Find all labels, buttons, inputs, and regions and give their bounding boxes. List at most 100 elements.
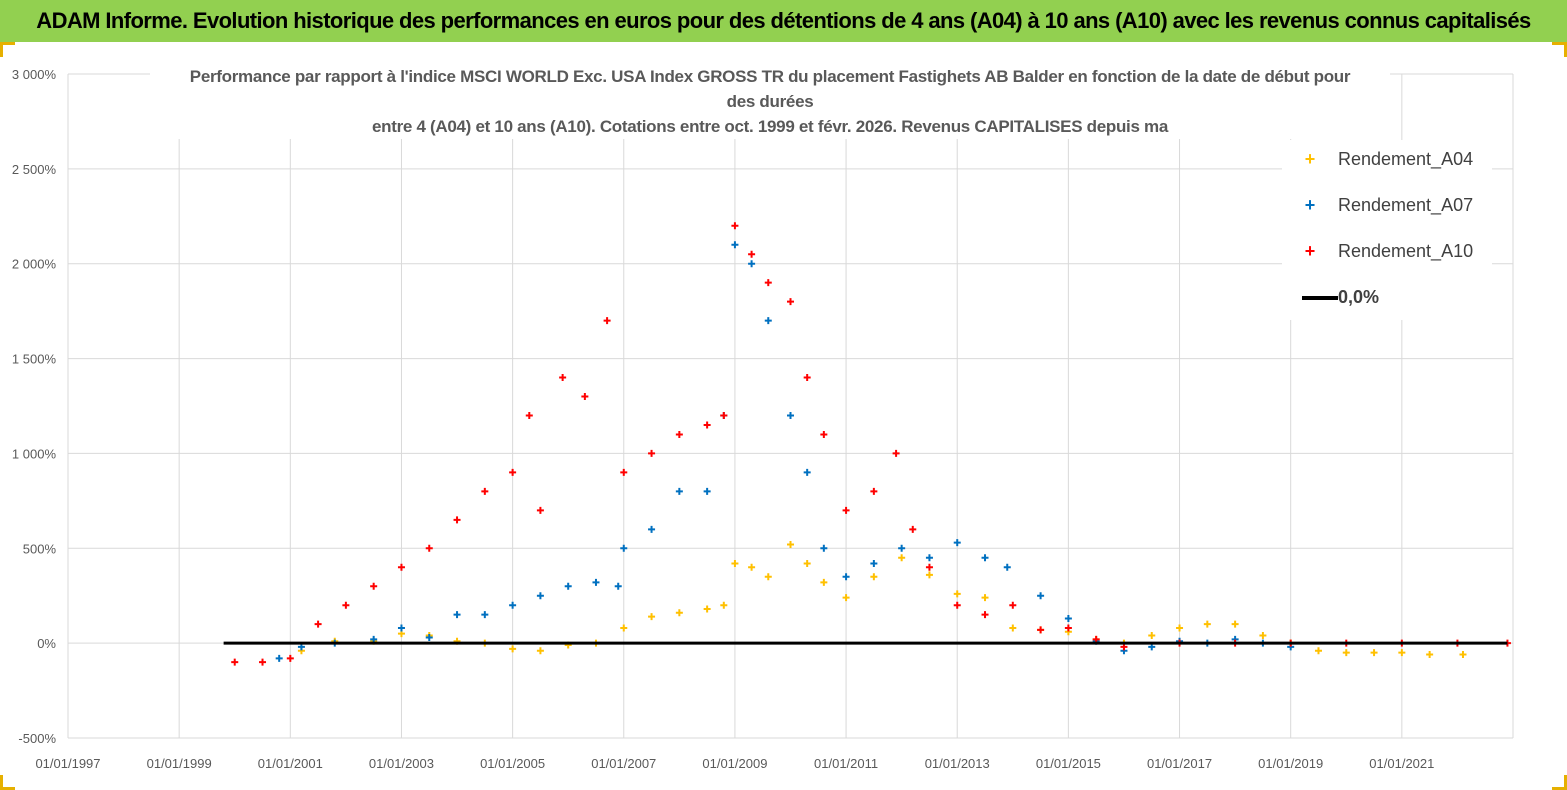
legend-item-a10: + Rendement_A10 [1282, 236, 1473, 266]
corner-marker [0, 42, 15, 57]
x-tick-label: 01/01/2021 [1369, 756, 1434, 771]
x-tick-label: 01/01/2009 [702, 756, 767, 771]
legend-label-a10: Rendement_A10 [1338, 241, 1474, 261]
a04-point [1203, 620, 1211, 628]
a07-point [614, 582, 622, 590]
a04-point [1459, 651, 1467, 659]
legend-line-zero [1302, 296, 1338, 301]
a07-point [453, 611, 461, 619]
legend-marker-a07: + [1304, 195, 1316, 215]
a07-point [1037, 592, 1045, 600]
a07-point [981, 554, 989, 562]
a07-point [803, 468, 811, 476]
legend-label-a04: Rendement_A04 [1338, 149, 1474, 169]
a07-point [870, 559, 878, 567]
a07-point [703, 487, 711, 495]
chart-title-line-3: entre 4 (A04) et 10 ans (A10). Cotations… [371, 117, 1169, 136]
y-tick-label: 1 500% [12, 352, 57, 367]
chart-title: Performance par rapport à l'indice MSCI … [150, 64, 1390, 139]
a07-point [648, 525, 656, 533]
a04-point [1398, 649, 1406, 657]
x-tick-label: 01/01/2015 [1036, 756, 1101, 771]
a07-point [764, 317, 772, 325]
a04-point [1342, 649, 1350, 657]
a10-point [509, 468, 517, 476]
x-tick-label: 01/01/2017 [1147, 756, 1212, 771]
a07-point [675, 487, 683, 495]
a10-point [675, 430, 683, 438]
a04-point [536, 647, 544, 655]
a04-point [1009, 624, 1017, 632]
a10-point [620, 468, 628, 476]
series-a07 [275, 241, 1295, 662]
a04-point [1370, 649, 1378, 657]
x-tick-label: 01/01/2019 [1258, 756, 1323, 771]
a07-point [925, 554, 933, 562]
a04-point [1176, 624, 1184, 632]
legend-marker-a04: + [1304, 149, 1316, 169]
a10-point [842, 506, 850, 514]
a07-point [425, 633, 433, 641]
a07-point [275, 654, 283, 662]
a10-point [764, 279, 772, 287]
page-title: ADAM Informe. Evolution historique des p… [36, 8, 1531, 33]
a10-point [425, 544, 433, 552]
a10-point [803, 374, 811, 382]
a10-point [603, 317, 611, 325]
a10-point [731, 222, 739, 230]
corner-marker [0, 775, 15, 790]
a10-point [525, 411, 533, 419]
a07-point [564, 582, 572, 590]
a04-point [1231, 620, 1239, 628]
a10-point [397, 563, 405, 571]
a10-point [820, 430, 828, 438]
legend-item-zero: 0,0% [1282, 282, 1379, 312]
a10-point [953, 601, 961, 609]
a10-point [342, 601, 350, 609]
y-tick-label: 2 500% [12, 162, 57, 177]
a07-point [731, 241, 739, 249]
a10-point [981, 611, 989, 619]
chart-title-line-2: des durées [726, 92, 814, 111]
a10-point [748, 250, 756, 258]
legend-label-zero: 0,0% [1338, 287, 1380, 307]
a07-point [397, 624, 405, 632]
a07-point [620, 544, 628, 552]
y-tick-label: 3 000% [12, 67, 57, 82]
a10-point [870, 487, 878, 495]
corner-marker [1552, 775, 1567, 790]
x-tick-label: 01/01/1997 [35, 756, 100, 771]
a10-point [231, 658, 239, 666]
legend-item-a07: + Rendement_A07 [1282, 190, 1473, 220]
x-tick-label: 01/01/2007 [591, 756, 656, 771]
a04-point [1259, 632, 1267, 640]
a10-point [259, 658, 267, 666]
x-tick-label: 01/01/2005 [480, 756, 545, 771]
chart-legend: + Rendement_A04 + Rendement_A07 + Rendement… [1282, 140, 1492, 320]
y-tick-label: -500% [18, 731, 56, 746]
a04-point [720, 601, 728, 609]
a10-point [909, 525, 917, 533]
a10-point [370, 582, 378, 590]
a04-point [898, 554, 906, 562]
a10-point [536, 506, 544, 514]
a07-point [509, 601, 517, 609]
y-tick-label: 2 000% [12, 257, 57, 272]
x-tick-label: 01/01/2013 [925, 756, 990, 771]
a04-point [509, 645, 517, 653]
a10-point [703, 421, 711, 429]
a10-point [1037, 626, 1045, 634]
x-tick-label: 01/01/2003 [369, 756, 434, 771]
a07-point [842, 573, 850, 581]
a04-point [703, 605, 711, 613]
a07-point [953, 539, 961, 547]
a04-point [620, 624, 628, 632]
y-axis-labels: 3 000% 2 500% 2 000% 1 500% 1 000% 500% 0% -500… [12, 67, 57, 746]
x-tick-label: 01/01/2001 [258, 756, 323, 771]
legend-item-a04: + Rendement_A04 [1282, 144, 1473, 174]
a10-point [925, 563, 933, 571]
a07-point [536, 592, 544, 600]
a07-point [787, 411, 794, 419]
corner-marker [1552, 42, 1567, 57]
a10-point [720, 411, 728, 419]
